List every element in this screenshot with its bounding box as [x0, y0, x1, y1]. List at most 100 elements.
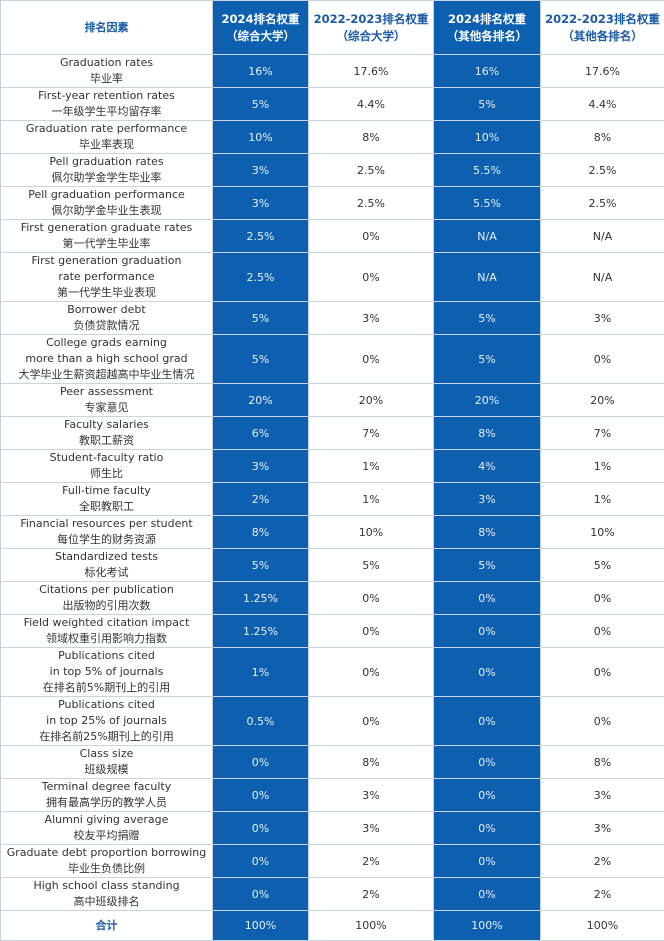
factor-line: in top 25% of journals: [1, 713, 212, 729]
weight-cell: 2%: [541, 845, 664, 878]
weight-cell: 8%: [434, 417, 541, 450]
weight-cell: 0%: [309, 253, 434, 302]
factor-line: 班级规模: [1, 762, 212, 778]
weight-cell: 2.5%: [541, 154, 664, 187]
weight-cell: 20%: [309, 384, 434, 417]
weight-cell: 0%: [541, 582, 664, 615]
weight-cell: 0%: [434, 878, 541, 911]
weight-cell: 3%: [213, 187, 309, 220]
weight-cell: 8%: [541, 121, 664, 154]
weight-cell: 3%: [213, 154, 309, 187]
factor-line: 校友平均捐赠: [1, 828, 212, 844]
weight-cell: 2.5%: [541, 187, 664, 220]
weight-cell: 0%: [541, 335, 664, 384]
weight-cell: 0%: [309, 648, 434, 697]
weight-cell: 10%: [309, 516, 434, 549]
weight-cell: 20%: [213, 384, 309, 417]
factor-line: College grads earning: [1, 335, 212, 351]
factor-line: 毕业率: [1, 71, 212, 87]
weight-cell: N/A: [541, 220, 664, 253]
factor-line: Standardized tests: [1, 549, 212, 565]
header-2024-national-line1: 2024排名权重: [213, 11, 308, 28]
total-cell: 100%: [434, 911, 541, 941]
weight-cell: 4.4%: [541, 88, 664, 121]
factor-line: 大学毕业生薪资超越高中毕业生情况: [1, 367, 212, 383]
factor-line: 负债贷款情况: [1, 318, 212, 334]
factor-line: First generation graduation: [1, 253, 212, 269]
factor-line: Full-time faculty: [1, 483, 212, 499]
weight-cell: 3%: [434, 483, 541, 516]
factor-line: 领域权重引用影响力指数: [1, 631, 212, 647]
weight-cell: 10%: [213, 121, 309, 154]
weight-cell: 4%: [434, 450, 541, 483]
weight-cell: 1.25%: [213, 582, 309, 615]
weight-cell: 8%: [213, 516, 309, 549]
factor-line: 佩尔助学金毕业生表现: [1, 203, 212, 219]
header-2024-other-line2: （其他各排名）: [434, 28, 540, 45]
weight-cell: 5%: [434, 335, 541, 384]
weight-cell: 16%: [213, 55, 309, 88]
weight-cell: 10%: [541, 516, 664, 549]
factor-line: 拥有最高学历的教学人员: [1, 795, 212, 811]
weight-cell: 0%: [541, 615, 664, 648]
weight-cell: 2.5%: [213, 253, 309, 302]
weight-cell: 5%: [309, 549, 434, 582]
factor-line: rate performance: [1, 269, 212, 285]
weight-cell: N/A: [541, 253, 664, 302]
weight-cell: 0%: [434, 582, 541, 615]
weight-cell: 5.5%: [434, 154, 541, 187]
header-row: 排名因素 2024排名权重 （综合大学） 2022-2023排名权重 （综合大学…: [1, 1, 664, 55]
weight-cell: 5.5%: [434, 187, 541, 220]
factor-line: in top 5% of journals: [1, 664, 212, 680]
factor-line: Financial resources per student: [1, 516, 212, 532]
header-2022-2023-other-line1: 2022-2023排名权重: [541, 11, 664, 28]
weight-cell: 1%: [309, 450, 434, 483]
weight-cell: 0%: [434, 779, 541, 812]
factor-line: 高中班级排名: [1, 894, 212, 910]
factor-line: 师生比: [1, 466, 212, 482]
factor-line: more than a high school grad: [1, 351, 212, 367]
weight-cell: 2%: [213, 483, 309, 516]
total-label: 合计: [1, 911, 213, 941]
weight-cell: 5%: [213, 88, 309, 121]
weight-cell: 0%: [434, 812, 541, 845]
weight-cell: 7%: [309, 417, 434, 450]
weight-cell: 0%: [541, 648, 664, 697]
factor-line: Publications cited: [1, 648, 212, 664]
factor-line: 佩尔助学金学生毕业率: [1, 170, 212, 186]
factor-line: Student-faculty ratio: [1, 450, 212, 466]
weight-cell: 0.5%: [213, 697, 309, 746]
weight-cell: 2%: [541, 878, 664, 911]
factor-line: Terminal degree faculty: [1, 779, 212, 795]
weight-cell: N/A: [434, 253, 541, 302]
header-2022-2023-national-line2: （综合大学）: [309, 28, 433, 45]
weight-cell: 8%: [309, 121, 434, 154]
factor-line: Peer assessment: [1, 384, 212, 400]
weight-cell: 0%: [309, 615, 434, 648]
weight-cell: 10%: [434, 121, 541, 154]
header-2022-2023-other-line2: （其他各排名）: [541, 28, 664, 45]
